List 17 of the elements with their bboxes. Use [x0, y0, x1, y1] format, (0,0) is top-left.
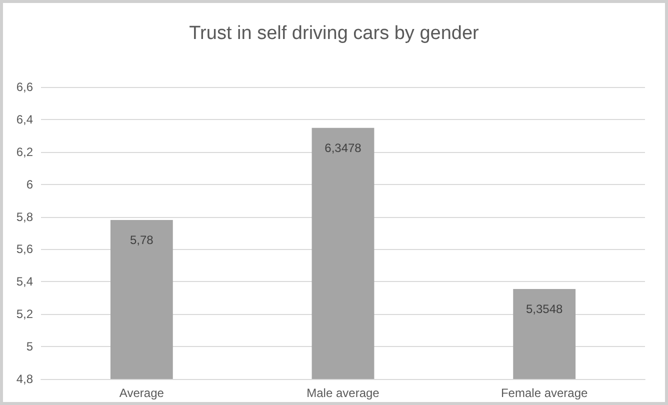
data-label: 5,78: [130, 233, 154, 248]
y-tick-label: 6,6: [16, 80, 34, 94]
x-tick-label: Female average: [500, 386, 588, 400]
y-tick-label: 5,6: [16, 242, 34, 256]
y-tick-label: 6,2: [16, 144, 34, 159]
y-tick-label: 5: [26, 340, 34, 354]
y-tick-label: 5,8: [16, 210, 34, 224]
data-label: 5,3548: [526, 302, 564, 316]
y-tick-label: 5,4: [16, 274, 34, 289]
x-tick-label: Average: [119, 386, 164, 400]
y-tick-label: 4,8: [16, 372, 34, 386]
y-tick-label: 5,2: [16, 307, 34, 322]
data-label: 6,3478: [324, 140, 362, 155]
x-tick-label: Male average: [306, 386, 380, 400]
y-tick-label: 6,4: [16, 112, 34, 126]
y-tick-label: 6: [26, 177, 34, 192]
chart-title: Trust in self driving cars by gender: [189, 23, 480, 44]
